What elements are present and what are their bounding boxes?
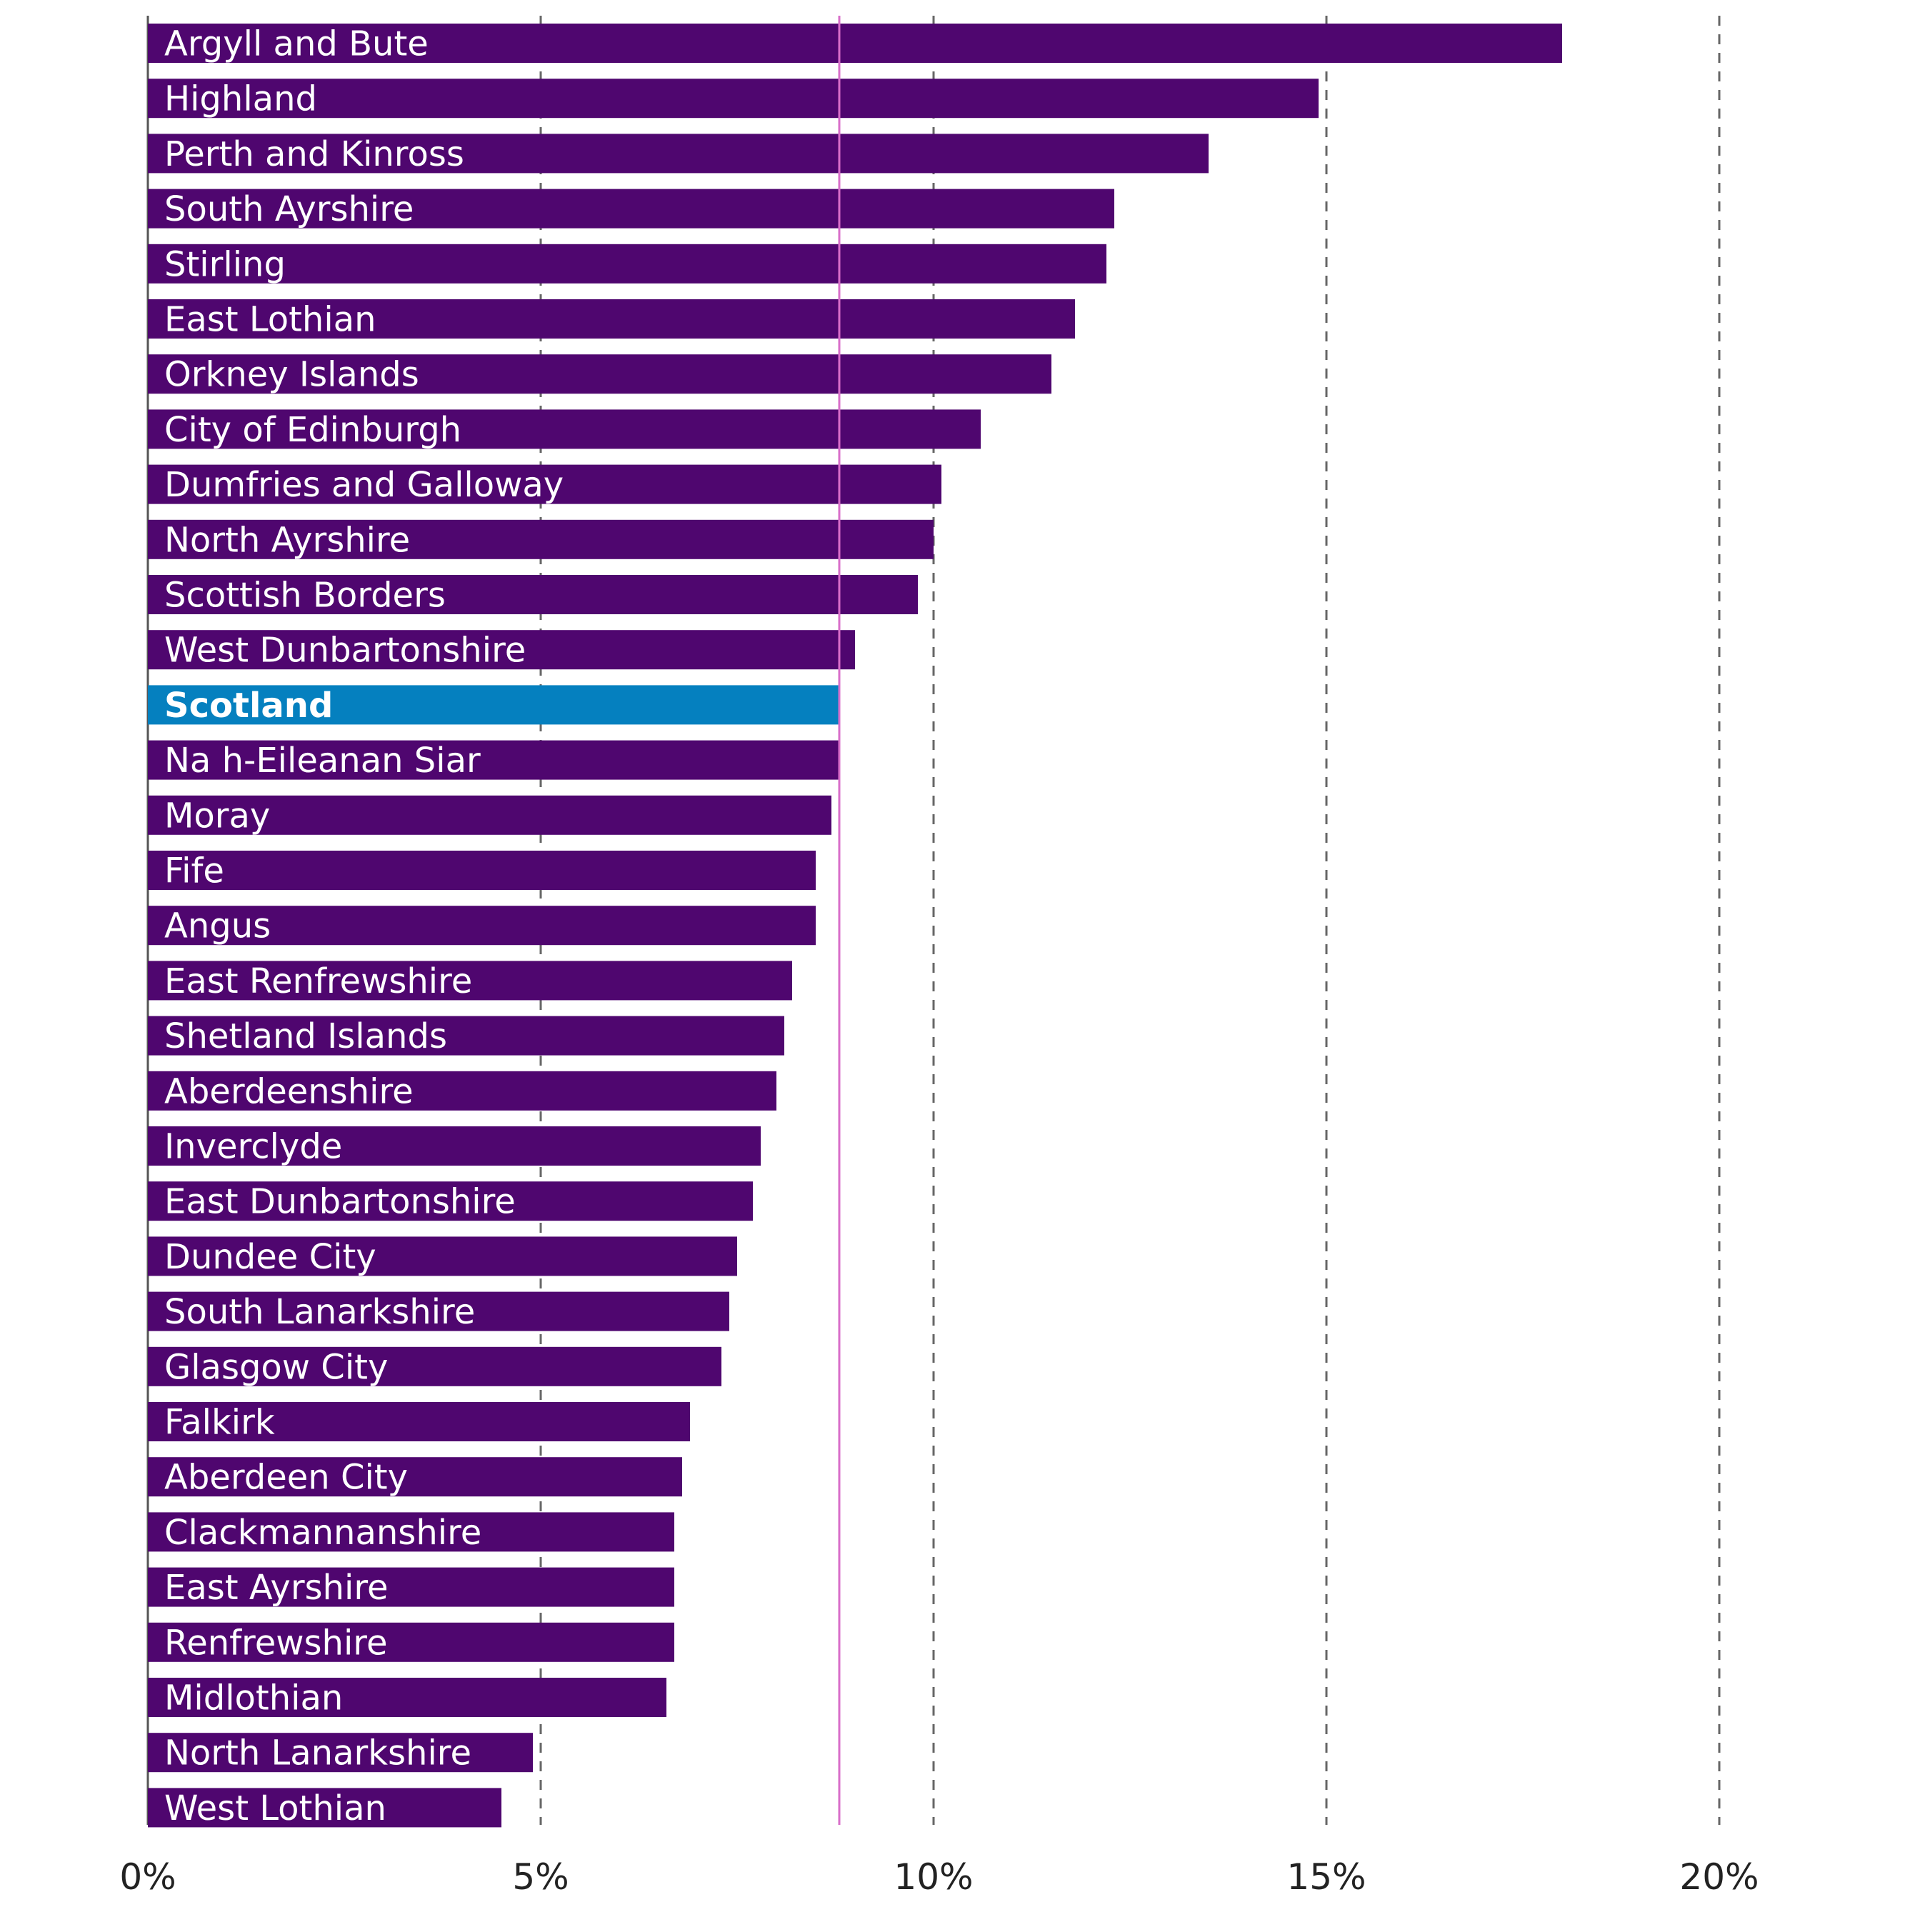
bar-label-east-dunbartonshire: East Dunbartonshire — [164, 1182, 516, 1222]
bar-label-angus: Angus — [164, 906, 271, 946]
bar-east-ayrshire — [148, 1567, 674, 1607]
bar-label-argyll-and-bute: Argyll and Bute — [164, 24, 429, 64]
bar-north-ayrshire — [148, 519, 934, 559]
bar-west-lothian — [148, 1788, 501, 1828]
bar-label-aberdeen-city: Aberdeen City — [164, 1458, 408, 1498]
bar-label-east-renfrewshire: East Renfrewshire — [164, 961, 472, 1001]
bar-label-south-ayrshire: South Ayrshire — [164, 189, 414, 229]
x-tick-label-0: 0% — [119, 1856, 176, 1898]
bar-highland — [148, 79, 1319, 119]
bar-label-east-lothian: East Lothian — [164, 300, 376, 340]
bar-dumfries-and-galloway — [148, 464, 941, 504]
bar-label-highland: Highland — [164, 79, 317, 119]
bar-label-inverclyde: Inverclyde — [164, 1127, 342, 1167]
bar-fife — [148, 851, 816, 890]
bar-aberdeen-city — [148, 1457, 682, 1497]
bar-north-lanarkshire — [148, 1733, 533, 1773]
bar-label-perth-and-kinross: Perth and Kinross — [164, 134, 464, 174]
bar-label-scotland: Scotland — [164, 686, 333, 726]
bar-south-lanarkshire — [148, 1291, 729, 1331]
bar-label-north-ayrshire: North Ayrshire — [164, 520, 410, 560]
bar-label-aberdeenshire: Aberdeenshire — [164, 1071, 414, 1111]
bar-shetland-islands — [148, 1016, 784, 1056]
bar-label-orkney-islands: Orkney Islands — [164, 355, 419, 395]
bar-stirling — [148, 244, 1106, 284]
bar-label-renfrewshire: Renfrewshire — [164, 1623, 388, 1663]
bar-clackmannanshire — [148, 1512, 674, 1552]
bar-glasgow-city — [148, 1346, 721, 1386]
bar-scotland — [148, 685, 839, 725]
x-tick-label-15: 15% — [1286, 1856, 1366, 1898]
bar-label-shetland-islands: Shetland Islands — [164, 1016, 447, 1056]
x-tick-label-20: 20% — [1679, 1856, 1759, 1898]
bar-east-lothian — [148, 299, 1075, 339]
bar-label-falkirk: Falkirk — [164, 1403, 275, 1443]
bar-label-stirling: Stirling — [164, 244, 286, 284]
bar-inverclyde — [148, 1126, 761, 1166]
bar-dundee-city — [148, 1236, 737, 1276]
bar-label-na-h-eileanan-siar: Na h-Eileanan Siar — [164, 741, 481, 781]
bar-label-dundee-city: Dundee City — [164, 1237, 376, 1277]
bar-renfrewshire — [148, 1622, 674, 1662]
bar-label-city-of-edinburgh: City of Edinburgh — [164, 410, 461, 450]
bar-label-fife: Fife — [164, 851, 224, 891]
bar-city-of-edinburgh — [148, 409, 981, 449]
bar-label-east-ayrshire: East Ayrshire — [164, 1568, 389, 1608]
bar-label-midlothian: Midlothian — [164, 1678, 343, 1718]
x-tick-label-5: 5% — [512, 1856, 569, 1898]
bar-label-clackmannanshire: Clackmannanshire — [164, 1513, 481, 1553]
bar-label-west-lothian: West Lothian — [164, 1788, 386, 1828]
bar-labels: Argyll and Bute Highland Perth and Kinross… — [164, 24, 564, 1828]
bar-argyll-and-bute — [148, 24, 1562, 63]
bar-label-moray: Moray — [164, 796, 270, 836]
bar-midlothian — [148, 1678, 666, 1717]
bar-label-north-lanarkshire: North Lanarkshire — [164, 1733, 471, 1773]
bar-east-renfrewshire — [148, 961, 792, 1001]
x-tick-labels: 0% 5% 10% 15% 20% — [119, 1856, 1759, 1898]
bar-south-ayrshire — [148, 189, 1114, 229]
bar-scottish-borders — [148, 575, 918, 614]
bar-moray — [148, 795, 831, 835]
bar-label-west-dunbartonshire: West Dunbartonshire — [164, 631, 526, 671]
x-tick-label-10: 10% — [894, 1856, 973, 1898]
bar-perth-and-kinross — [148, 134, 1209, 174]
bar-east-dunbartonshire — [148, 1181, 753, 1221]
bar-label-glasgow-city: Glasgow City — [164, 1347, 388, 1387]
bar-falkirk — [148, 1402, 690, 1441]
bar-angus — [148, 906, 816, 946]
bar-na-h-eileanan-siar — [148, 740, 839, 780]
bar-label-dumfries-and-galloway: Dumfries and Galloway — [164, 465, 564, 505]
bar-orkney-islands — [148, 354, 1051, 394]
bar-west-dunbartonshire — [148, 630, 855, 670]
bar-label-scottish-borders: Scottish Borders — [164, 576, 446, 616]
bars — [148, 24, 1562, 1828]
bar-label-south-lanarkshire: South Lanarkshire — [164, 1292, 475, 1332]
bar-aberdeenshire — [148, 1071, 776, 1111]
